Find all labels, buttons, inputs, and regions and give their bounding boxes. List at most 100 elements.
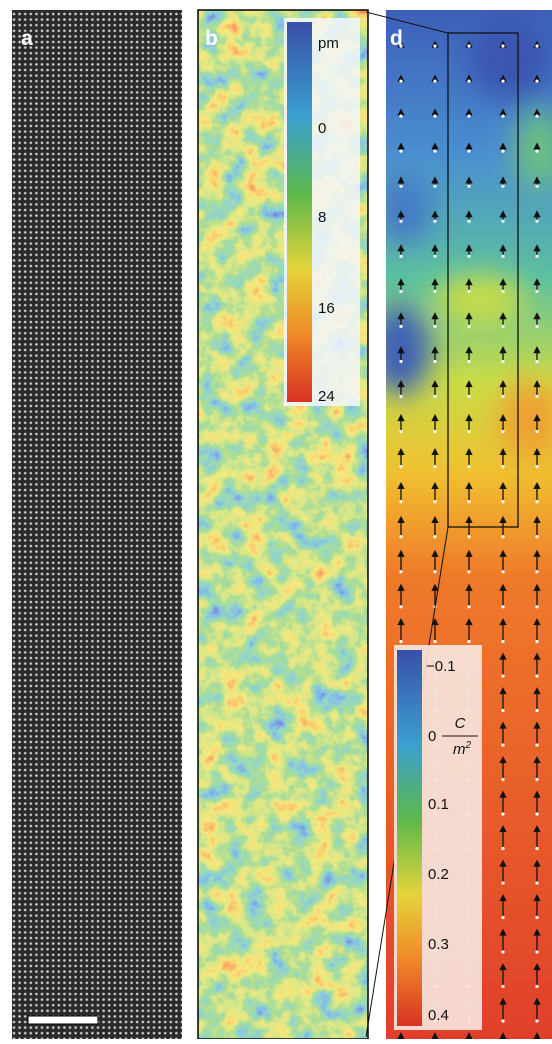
arrow bbox=[431, 346, 439, 362]
atom bbox=[399, 114, 403, 118]
atom bbox=[399, 184, 403, 188]
atom bbox=[399, 149, 403, 153]
atom bbox=[501, 639, 505, 644]
atom bbox=[399, 289, 403, 293]
arrow bbox=[431, 549, 439, 572]
atom bbox=[467, 184, 471, 188]
atom bbox=[535, 79, 539, 83]
arrow bbox=[431, 515, 439, 537]
atom bbox=[535, 289, 539, 293]
arrow bbox=[499, 346, 507, 362]
atom bbox=[501, 324, 505, 328]
atom bbox=[399, 639, 403, 644]
arrow bbox=[465, 380, 473, 397]
atom bbox=[535, 114, 539, 118]
atom bbox=[433, 149, 437, 153]
atom bbox=[535, 149, 539, 153]
atom bbox=[501, 79, 505, 83]
unit-denominator: m2 bbox=[453, 740, 472, 758]
atom bbox=[535, 605, 539, 609]
colorbar-tick: 0 bbox=[318, 120, 326, 137]
arrow bbox=[465, 618, 473, 642]
atom bbox=[535, 500, 539, 504]
arrow bbox=[533, 825, 541, 849]
arrow bbox=[465, 447, 473, 467]
atom bbox=[399, 254, 403, 258]
atom bbox=[501, 394, 505, 399]
atom bbox=[501, 289, 505, 293]
atom bbox=[501, 846, 505, 851]
arrow bbox=[499, 825, 507, 849]
atom bbox=[433, 535, 437, 539]
atom bbox=[399, 570, 403, 574]
atom bbox=[501, 500, 505, 504]
arrow bbox=[499, 652, 507, 676]
colorbar-tick: 16 bbox=[318, 300, 335, 317]
atom bbox=[535, 465, 539, 469]
atom bbox=[399, 500, 403, 504]
arrow bbox=[533, 963, 541, 987]
arrow bbox=[465, 515, 473, 537]
arrow bbox=[499, 583, 507, 607]
atom bbox=[467, 500, 471, 504]
atom bbox=[433, 114, 437, 118]
atom bbox=[535, 394, 539, 399]
atom bbox=[535, 915, 539, 920]
atom bbox=[399, 465, 403, 469]
atom bbox=[535, 359, 539, 364]
atom bbox=[501, 465, 505, 469]
arrow bbox=[533, 583, 541, 607]
atom bbox=[535, 570, 539, 574]
atom bbox=[501, 777, 505, 782]
atom bbox=[501, 915, 505, 920]
atom bbox=[535, 950, 539, 954]
unit-numerator: C bbox=[455, 715, 466, 732]
arrow bbox=[397, 583, 405, 607]
atom bbox=[467, 254, 471, 258]
arrow bbox=[533, 928, 541, 952]
arrow bbox=[431, 583, 439, 607]
atom bbox=[467, 149, 471, 153]
colorbar-tick: −0.1 bbox=[426, 658, 456, 675]
atom bbox=[501, 881, 505, 885]
arrow bbox=[533, 414, 541, 432]
arrow bbox=[533, 894, 541, 918]
arrow bbox=[533, 515, 541, 537]
arrow bbox=[397, 447, 405, 467]
colorbar-tick: 0.1 bbox=[428, 796, 449, 813]
atom bbox=[501, 984, 505, 989]
arrow bbox=[499, 380, 507, 397]
unit-exponent: 2 bbox=[465, 740, 472, 751]
atom bbox=[535, 1019, 539, 1023]
arrow bbox=[499, 859, 507, 883]
atom bbox=[467, 44, 471, 48]
arrow bbox=[533, 790, 541, 814]
arrow bbox=[431, 380, 439, 397]
atom bbox=[501, 254, 505, 258]
atom bbox=[535, 812, 539, 816]
colorbar-tick: 0 bbox=[428, 728, 436, 745]
arrow bbox=[465, 583, 473, 607]
atom bbox=[535, 44, 539, 48]
atom bbox=[535, 429, 539, 434]
arrow bbox=[533, 549, 541, 572]
atom bbox=[535, 639, 539, 644]
colorbar-tick: 0.4 bbox=[428, 1007, 449, 1024]
atom bbox=[501, 708, 505, 713]
atom bbox=[535, 984, 539, 989]
arrow bbox=[533, 481, 541, 502]
arrow bbox=[465, 414, 473, 432]
atom bbox=[399, 79, 403, 83]
atom bbox=[433, 465, 437, 469]
arrow bbox=[533, 618, 541, 642]
atom bbox=[467, 465, 471, 469]
colorbar-tick: 8 bbox=[318, 209, 326, 226]
atom bbox=[535, 324, 539, 328]
atom bbox=[535, 708, 539, 713]
atom bbox=[501, 812, 505, 816]
arrow bbox=[533, 756, 541, 780]
atom bbox=[467, 289, 471, 293]
atom bbox=[501, 743, 505, 747]
colorbar-tick: 0.2 bbox=[428, 866, 449, 883]
zoom-line bbox=[365, 11, 449, 34]
